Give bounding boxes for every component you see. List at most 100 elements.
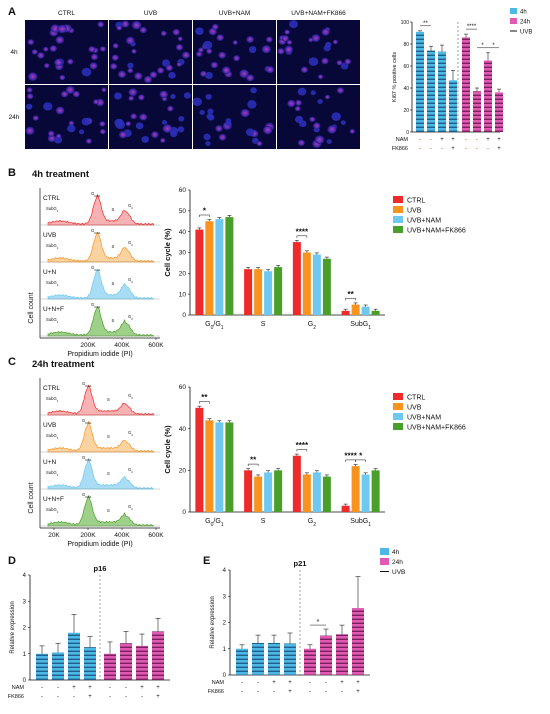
cell-nucleus — [222, 66, 231, 75]
cell-nucleus — [131, 20, 142, 30]
peak-label-subg1: SubG1 — [46, 280, 59, 287]
cell-cycle-bar — [351, 466, 360, 512]
significance-label: * — [492, 43, 495, 49]
cell-nucleus — [248, 46, 257, 53]
hist-row-label: CTRL — [43, 385, 60, 392]
table-cell: + — [451, 146, 455, 152]
expression-bar — [336, 634, 348, 675]
expression-bar — [52, 652, 64, 680]
table-cell: - — [309, 689, 311, 695]
cell-nucleus — [336, 60, 343, 66]
table-cell: - — [57, 685, 59, 691]
cell-nucleus — [31, 49, 38, 55]
peak-label-s: S — [112, 318, 115, 323]
cell-nucleus — [149, 71, 158, 79]
cell-cycle-bar — [341, 505, 350, 512]
expression-bar — [120, 643, 132, 680]
cell-nucleus — [199, 110, 205, 115]
hist-x-label: Propidium iodide (PI) — [67, 541, 132, 548]
y-tick-label: 10 — [179, 291, 187, 298]
cell-nucleus — [206, 113, 214, 120]
peak-label-g2: G2 — [128, 277, 133, 284]
table-cell: + — [288, 680, 292, 686]
cell-cycle-bar — [225, 422, 234, 512]
cell-nucleus — [26, 93, 34, 100]
legend-label: 24h — [520, 20, 530, 26]
table-cell: - — [57, 694, 59, 700]
cell-nucleus — [125, 121, 131, 127]
cell-nucleus — [178, 116, 185, 122]
cell-nucleus — [159, 90, 168, 99]
cell-nucleus — [130, 41, 136, 47]
cell-nucleus — [116, 25, 123, 31]
peak-label-g0g1: G0/G1 — [91, 191, 101, 198]
y-tick-label: 4 — [223, 568, 227, 574]
cell-nucleus — [300, 66, 308, 73]
cell-nucleus — [118, 131, 128, 139]
peak-label-s: S — [107, 397, 110, 402]
cell-nucleus — [134, 72, 143, 80]
cell-cycle-bar — [264, 472, 273, 512]
table-cell: - — [341, 689, 343, 695]
micrograph-grid: CTRL UVB UVB+NAM UVB+NAM+FK866 4h 24h — [9, 10, 360, 149]
cell-nucleus — [247, 100, 257, 109]
cell-nucleus — [207, 108, 214, 115]
cell-nucleus — [321, 28, 330, 36]
peak-label-g2: G2 — [128, 467, 133, 474]
ki67-bar — [484, 60, 492, 132]
hist-row-label: UVB — [43, 422, 56, 429]
table-row-label: FK866 — [208, 689, 224, 695]
cell-cycle-bar — [264, 271, 273, 315]
cell-nucleus — [317, 99, 323, 104]
cell-cycle-bar — [312, 254, 321, 315]
peak-label-subg1: SubG1 — [46, 470, 59, 477]
cell-nucleus — [135, 122, 144, 130]
cell-nucleus — [160, 30, 167, 37]
table-row-label: FK866 — [8, 694, 24, 700]
cell-nucleus — [65, 86, 75, 94]
cell-cycle-bar — [195, 229, 204, 315]
cell-nucleus — [139, 113, 148, 121]
table-cell: - — [465, 146, 467, 152]
panel-label-c: C — [8, 356, 16, 368]
cell-nucleus — [266, 66, 275, 74]
peak-label-g2: G2 — [128, 240, 133, 247]
cell-nucleus — [313, 122, 321, 130]
table-cell: + — [156, 694, 160, 700]
cell-nucleus — [321, 57, 329, 65]
cell-cycle-bar — [205, 221, 214, 315]
histogram-curve — [47, 457, 155, 490]
hist-row-label: U+N — [43, 269, 56, 276]
hist-x-tick-label: 600K — [148, 342, 164, 349]
cell-nucleus — [240, 108, 250, 118]
legend-label: 4h — [520, 10, 527, 16]
hist-x-tick-label: 20K — [48, 532, 60, 539]
hist-x-tick-label: 600K — [148, 532, 164, 539]
cell-cycle-bar — [322, 258, 331, 315]
cell-nucleus — [286, 39, 293, 45]
category-label: S — [261, 518, 266, 525]
table-cell: - — [476, 137, 478, 143]
hist-x-tick-label: 400K — [114, 532, 130, 539]
hist-row-label: CTRL — [43, 195, 60, 202]
table-cell: + — [288, 689, 292, 695]
peak-label-subg1: SubG1 — [46, 243, 59, 250]
peak-label-s: S — [112, 207, 115, 212]
table-cell: - — [141, 694, 143, 700]
cell-nucleus — [344, 58, 352, 65]
table-cell: - — [476, 146, 478, 152]
cell-nucleus — [141, 136, 150, 143]
ki67-bar — [427, 50, 435, 132]
micrograph-column-label: UVB+NAM+FK866 — [291, 10, 346, 17]
p21-chart: p21 0 1 2 3 4 Relative expression * NAM - - + + - - + + F… — [208, 548, 405, 695]
peak-label-g2: G2 — [128, 393, 133, 400]
peak-label-s: S — [112, 281, 115, 286]
cell-cycle-bar — [205, 420, 214, 512]
cell-nucleus — [225, 121, 232, 127]
panel-label-d: D — [8, 555, 16, 567]
table-cell: + — [356, 680, 360, 686]
cell-nucleus — [232, 40, 238, 45]
cell-nucleus — [170, 94, 176, 99]
cell-nucleus — [27, 72, 38, 81]
cell-nucleus — [250, 87, 257, 94]
